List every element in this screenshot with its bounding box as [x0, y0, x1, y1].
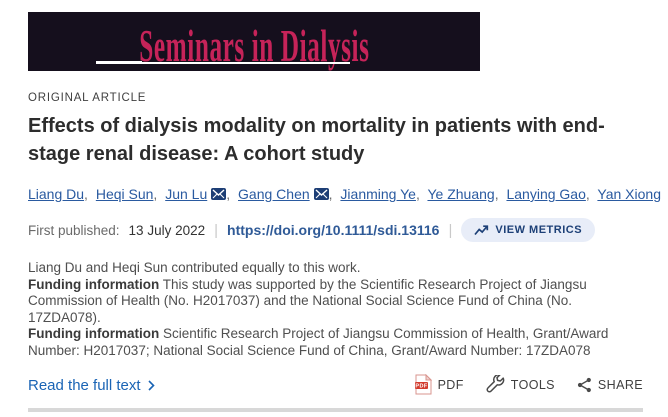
email-icon[interactable]	[211, 185, 227, 205]
author-separator: ,	[415, 186, 420, 202]
pdf-label: PDF	[437, 377, 464, 392]
pdf-button[interactable]: PDF PDF	[414, 374, 464, 395]
article-type-kicker: ORIGINAL ARTICLE	[28, 92, 147, 104]
tools-button[interactable]: TOOLS	[486, 375, 555, 394]
first-published-label: First published:	[28, 222, 120, 238]
share-icon	[577, 377, 592, 393]
author-link-lanying-gao[interactable]: Lanying Gao	[506, 186, 586, 202]
contribution-note: Liang Du and Heqi Sun contributed equall…	[28, 260, 361, 275]
author-separator: ,	[585, 186, 590, 202]
view-metrics-button[interactable]: VIEW METRICS	[461, 218, 596, 242]
pdf-icon: PDF	[414, 374, 432, 395]
funding-text-1: This study was supported by the Scientif…	[28, 276, 587, 325]
chevron-right-icon	[148, 380, 155, 391]
view-metrics-label: VIEW METRICS	[495, 224, 583, 236]
author-link-heqi-sun[interactable]: Heqi Sun	[95, 186, 154, 202]
funding-text-2: Scientific Research Project of Jiangsu C…	[28, 326, 609, 358]
author-link-jianming-ye[interactable]: Jianming Ye	[340, 186, 416, 202]
article-title: Effects of dialysis modality on mortalit…	[28, 115, 605, 165]
funding-label: Funding information	[28, 276, 160, 292]
funding-note-2: Funding information Scientific Research …	[28, 326, 644, 359]
read-full-text-label: Read the full text	[28, 377, 141, 394]
author-list: Liang Du, Heqi Sun, Jun Lu, Gang Chen, J…	[28, 184, 661, 205]
author-separator: ,	[226, 186, 231, 202]
share-label: SHARE	[597, 377, 643, 392]
section-divider	[28, 408, 643, 412]
author-separator: ,	[84, 186, 88, 202]
separator-pipe: |	[214, 221, 219, 239]
email-icon[interactable]	[313, 185, 329, 205]
journal-banner: Seminars in Dialysis	[28, 12, 480, 71]
author-link-jun-lu[interactable]: Jun Lu	[165, 186, 208, 202]
separator-pipe: |	[448, 221, 453, 239]
article-notes: Liang Du and Heqi Sun contributed equall…	[28, 260, 644, 359]
svg-text:PDF: PDF	[415, 384, 427, 390]
tools-label: TOOLS	[510, 377, 555, 392]
article-actions: PDF PDF TOOLS SH	[414, 374, 643, 395]
author-separator: ,	[328, 186, 333, 202]
author-link-gang-chen[interactable]: Gang Chen	[238, 186, 310, 202]
share-button[interactable]: SHARE	[577, 377, 643, 393]
author-link-liang-du[interactable]: Liang Du	[28, 186, 85, 202]
journal-title: Seminars in Dialysis	[138, 20, 370, 71]
author-link-yan-xiong[interactable]: Yan Xiong	[597, 186, 661, 202]
read-full-text-link[interactable]: Read the full text	[28, 377, 155, 394]
funding-note-1: Funding information This study was suppo…	[28, 277, 644, 327]
author-separator: ,	[494, 186, 499, 202]
first-published-date: 13 July 2022	[128, 222, 206, 238]
trending-up-icon	[474, 224, 489, 236]
author-separator: ,	[153, 186, 158, 202]
publication-info-row: First published: 13 July 2022 | https://…	[28, 218, 596, 242]
banner-underline	[96, 62, 350, 64]
author-link-ye-zhuang[interactable]: Ye Zhuang	[427, 186, 495, 202]
doi-link[interactable]: https://doi.org/10.1111/sdi.13116	[227, 222, 440, 238]
funding-label: Funding information	[28, 326, 160, 341]
wrench-icon	[486, 375, 505, 394]
